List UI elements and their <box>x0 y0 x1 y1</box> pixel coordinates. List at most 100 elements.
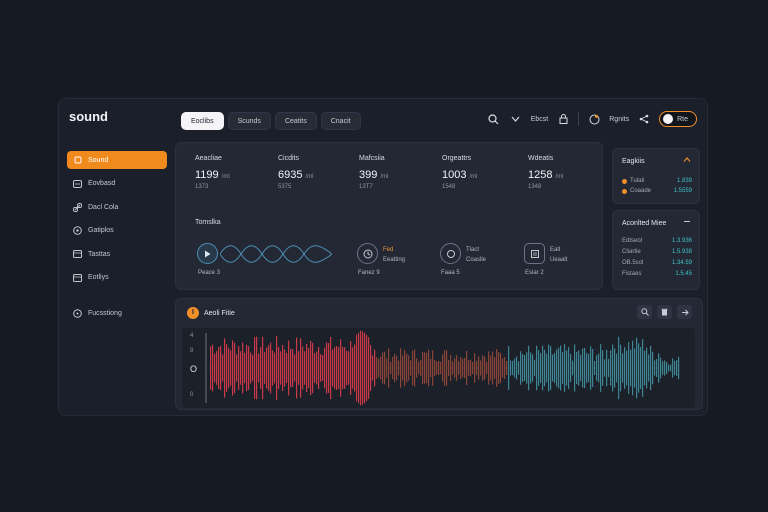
side-panel-row: Edtseol 1.3.936 <box>622 238 692 244</box>
stat-sub: 5375 <box>278 184 292 190</box>
waveform-area[interactable]: 4 8 O 0 <box>182 328 695 408</box>
waveform-bar <box>318 346 320 390</box>
sidebar-item-chat[interactable]: Fucsstiong <box>67 304 167 322</box>
zoom-icon[interactable] <box>637 305 652 319</box>
side-panel-row: Cliartie 1.5.938 <box>622 249 692 255</box>
timeline-side-line: Eeatting <box>383 257 406 263</box>
header-stat-label: Ebcst <box>530 115 549 123</box>
waveform-bar <box>580 354 582 382</box>
forward-icon[interactable] <box>677 305 692 319</box>
waveform-bar <box>304 351 306 385</box>
waveform-bar <box>230 350 232 386</box>
user-icon[interactable] <box>587 112 601 126</box>
archive-icon <box>73 250 82 259</box>
toggle-label: Rte <box>677 115 688 123</box>
play-icon[interactable] <box>197 243 218 264</box>
stat-item: Orgeattrs 1003/ml 1548 <box>442 155 522 190</box>
waveform-bar <box>534 359 536 377</box>
dashboard-icon <box>73 179 82 188</box>
waveform-bar <box>520 351 522 385</box>
chevron-down-icon[interactable] <box>509 112 523 126</box>
waveform-bar <box>342 346 344 390</box>
sidebar-item-calendar[interactable]: Eotliys <box>67 269 167 287</box>
waveform-bar <box>518 361 520 375</box>
waveform-bar <box>566 350 568 386</box>
waveform-bar <box>224 338 226 398</box>
chevron-down-icon[interactable] <box>683 219 691 226</box>
side-panel-top: Eagkiis Tulati 1.839 Coaade 1.5559 <box>612 148 700 204</box>
stat-value: 1199/ml <box>195 169 275 181</box>
waveform-bar <box>352 347 354 389</box>
tab-4[interactable]: Cnacit <box>320 112 361 130</box>
waveform-bar <box>310 340 312 396</box>
waveform-bar <box>570 354 572 382</box>
clock-icon[interactable] <box>357 243 378 264</box>
waveform-bar <box>266 347 268 389</box>
waveform-bar <box>602 350 604 386</box>
waveform-bar <box>308 347 310 389</box>
waveform-bar <box>522 354 524 382</box>
waveform-bar <box>556 349 558 387</box>
sidebar-item-dashboard[interactable]: Eovbasd <box>67 175 167 193</box>
waveform-bar <box>614 348 616 388</box>
timeline-item[interactable]: Tlact Coaslle Faaa 5 <box>440 243 486 276</box>
waveform-bar <box>228 347 230 389</box>
stat-number: 399 <box>359 169 378 181</box>
timeline-item[interactable]: Peace 3 <box>197 243 220 276</box>
waveform-bar <box>366 335 368 401</box>
sidebar-item-archive[interactable]: Tasttas <box>67 245 167 263</box>
waveform-bar <box>598 353 600 383</box>
sidebar-item-link[interactable]: Dacl Cola <box>67 198 167 216</box>
share-icon[interactable] <box>637 112 651 126</box>
stat-unit: /ml <box>380 174 389 180</box>
tab-1[interactable]: Eoclibs <box>181 112 224 130</box>
stat-sub: 1373 <box>195 184 209 190</box>
waveform-bar <box>344 347 346 389</box>
waveform-bar <box>316 351 318 385</box>
timeline-item[interactable]: Ealt Ueaalt Esiar 2 <box>524 243 567 276</box>
timeline-side-line: Ueaalt <box>550 257 568 263</box>
waveform-bar <box>562 352 564 384</box>
waveform-bar <box>424 352 426 384</box>
waveform-bar <box>584 347 586 389</box>
chevron-up-icon[interactable] <box>683 157 691 164</box>
axis-label: 8 <box>190 348 194 354</box>
waveform-bar <box>660 357 662 379</box>
waveform-bar <box>628 342 630 394</box>
sidebar-item-label: Eovbasd <box>88 180 116 187</box>
note-icon[interactable] <box>524 243 545 264</box>
sidebar-item-compass[interactable]: Gatiplos <box>67 222 167 240</box>
waveform-bar <box>398 360 400 376</box>
stat-label: Cicdits <box>278 155 300 162</box>
timeline-item[interactable]: Fed Eeatting Fanez 9 <box>357 243 405 276</box>
timeline-caption: Esiar 2 <box>525 270 544 276</box>
waveform-bar <box>468 360 470 376</box>
waveform-bar <box>212 344 214 392</box>
side-panel-bottom: Aconlted Miee Edtseol 1.3.936 Cliartie 1… <box>612 210 700 290</box>
delete-icon[interactable] <box>657 305 672 319</box>
row-label: Tulati <box>630 178 645 184</box>
waveform-bar <box>658 353 660 383</box>
stat-number: 1258 <box>528 169 553 181</box>
lock-icon[interactable] <box>556 112 570 126</box>
waveform-bar <box>670 364 672 372</box>
search-icon[interactable] <box>487 112 501 126</box>
waveform-bar <box>484 356 486 380</box>
circle-icon[interactable] <box>440 243 461 264</box>
tab-2[interactable]: Scunds <box>227 112 271 130</box>
waveform-bar <box>470 359 472 377</box>
waveform-bar <box>354 344 356 392</box>
waveform-bar <box>232 340 234 396</box>
waveform-bar <box>384 351 386 385</box>
waveform-bar <box>330 336 332 400</box>
tab-3[interactable]: Ceatits <box>274 112 317 130</box>
waveform-bar <box>464 357 466 379</box>
waveform-bar <box>452 361 454 375</box>
waveform-bar <box>652 351 654 385</box>
waveform-bar <box>280 351 282 385</box>
waveform-bar <box>592 349 594 387</box>
timeline-side-line: Tlact <box>466 247 480 253</box>
mode-toggle[interactable]: Rte <box>659 111 697 127</box>
sidebar-item-sound[interactable]: Sound <box>67 151 167 169</box>
waveform-bar <box>264 352 266 384</box>
